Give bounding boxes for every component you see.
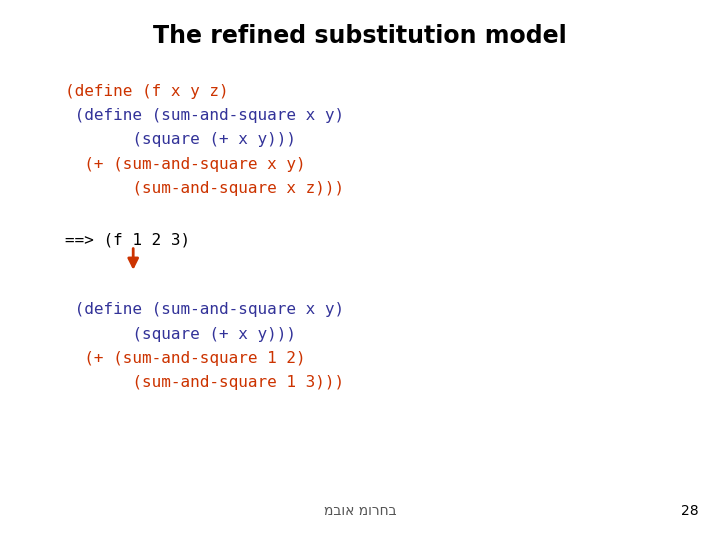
Text: The refined substitution model: The refined substitution model xyxy=(153,24,567,48)
Text: (+ (sum-and-square x y): (+ (sum-and-square x y) xyxy=(65,157,305,172)
Text: (sum-and-square x z))): (sum-and-square x z))) xyxy=(65,181,344,196)
Text: ==> (f 1 2 3): ==> (f 1 2 3) xyxy=(65,232,190,247)
Text: (+ (sum-and-square 1 2): (+ (sum-and-square 1 2) xyxy=(65,351,305,366)
Text: (define (sum-and-square x y): (define (sum-and-square x y) xyxy=(65,302,344,318)
Text: (sum-and-square 1 3))): (sum-and-square 1 3))) xyxy=(65,375,344,390)
Text: 28: 28 xyxy=(681,504,698,518)
Text: (square (+ x y))): (square (+ x y))) xyxy=(65,132,296,147)
Text: (square (+ x y))): (square (+ x y))) xyxy=(65,327,296,342)
Text: (define (sum-and-square x y): (define (sum-and-square x y) xyxy=(65,108,344,123)
Text: מבוא מורחב: מבוא מורחב xyxy=(324,504,396,518)
Text: (define (f x y z): (define (f x y z) xyxy=(65,84,228,99)
